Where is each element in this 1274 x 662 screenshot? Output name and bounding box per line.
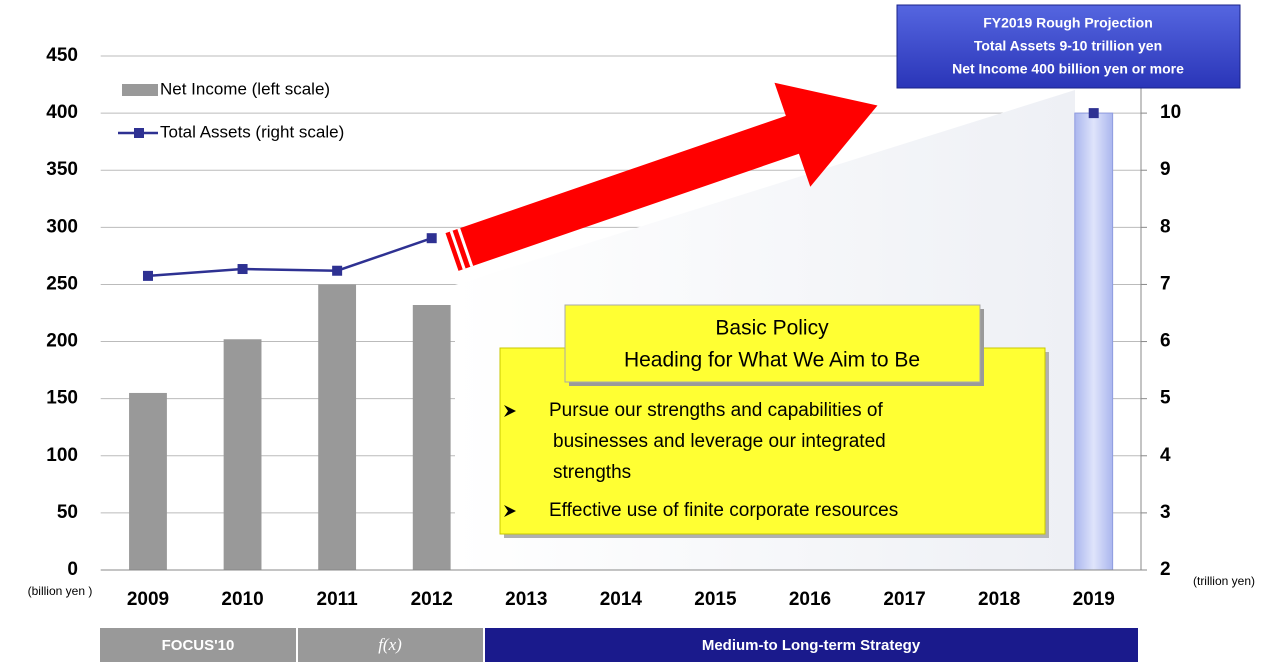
bar (223, 339, 262, 570)
policy-title: Heading for What We Aim to Be (624, 349, 920, 372)
x-tick-label: 2012 (411, 589, 453, 610)
y2-tick-label: 9 (1160, 159, 1171, 180)
projection-text: Net Income 400 billion yen or more (952, 61, 1184, 77)
y-unit: (billion yen ) (28, 584, 93, 598)
arrow (445, 82, 878, 271)
line (147, 237, 433, 278)
x-tick-label: 2009 (127, 589, 169, 610)
point (237, 264, 248, 275)
point (426, 233, 437, 244)
policy-title: Basic Policy (715, 317, 829, 340)
x-tick-label: 2010 (221, 589, 263, 610)
x-tick-label: 2014 (600, 589, 643, 610)
policy-bullet: businesses and leverage our integrated (553, 431, 886, 452)
legend-swatch (134, 128, 144, 138)
y-tick-label: 200 (46, 331, 78, 352)
projection-box (896, 4, 1241, 89)
y2-tick-label: 5 (1160, 388, 1171, 409)
x-tick-label: 2016 (789, 589, 831, 610)
legend-label: Net Income (left scale) (160, 79, 330, 98)
policy-box (499, 304, 1049, 538)
y2-tick-label: 3 (1160, 502, 1171, 523)
policy-bullet: Pursue our strengths and capabilities of (549, 400, 883, 421)
y2-tick-label: 6 (1160, 331, 1171, 352)
y-tick-label: 300 (46, 216, 78, 237)
policy-bullet: strengths (553, 462, 631, 483)
point (332, 265, 343, 276)
x-tick-label: 2018 (978, 589, 1020, 610)
y2-tick-label: 10 (1160, 102, 1181, 123)
x-tick-label: 2017 (883, 589, 925, 610)
phase-label: FOCUS'10 (162, 637, 235, 654)
legend-label: Total Assets (right scale) (160, 122, 344, 141)
x-tick-label: 2015 (694, 589, 737, 610)
y2-tick-label: 2 (1160, 559, 1171, 580)
bar (129, 392, 167, 570)
legend: Net Income (left scale) Total Assets (rig… (118, 79, 344, 141)
point (142, 270, 153, 281)
policy-bullet: Effective use of finite corporate resour… (549, 500, 898, 521)
y-tick-label: 450 (46, 45, 78, 66)
projection-text: FY2019 Rough Projection (983, 15, 1153, 31)
bar (412, 305, 451, 570)
y-tick-label: 100 (46, 445, 78, 466)
y-tick-label: 150 (46, 388, 78, 409)
y2-tick-label: 7 (1160, 273, 1171, 294)
y-tick-label: 50 (57, 502, 78, 523)
phase-label: Medium-to Long-term Strategy (702, 637, 921, 654)
bar (1074, 112, 1114, 571)
y-tick-label: 350 (46, 159, 78, 180)
phase-bar (100, 628, 1138, 662)
x-tick-label: 2011 (317, 589, 359, 610)
x-tick-label: 2013 (505, 589, 547, 610)
y2-tick-label: 8 (1160, 216, 1171, 237)
y-tick-label: 0 (67, 559, 78, 580)
y2-tick-label: 4 (1160, 445, 1171, 466)
projection-text: Total Assets 9-10 trillion yen (974, 38, 1162, 54)
x-tick-label: 2019 (1073, 589, 1115, 610)
point (1088, 108, 1099, 119)
y-tick-label: 250 (46, 273, 78, 294)
legend-swatch (122, 84, 158, 96)
phase-label: f(x) (378, 635, 402, 654)
y2-unit: (trillion yen) (1193, 574, 1255, 588)
bar (318, 284, 357, 570)
y-tick-label: 400 (46, 102, 78, 123)
